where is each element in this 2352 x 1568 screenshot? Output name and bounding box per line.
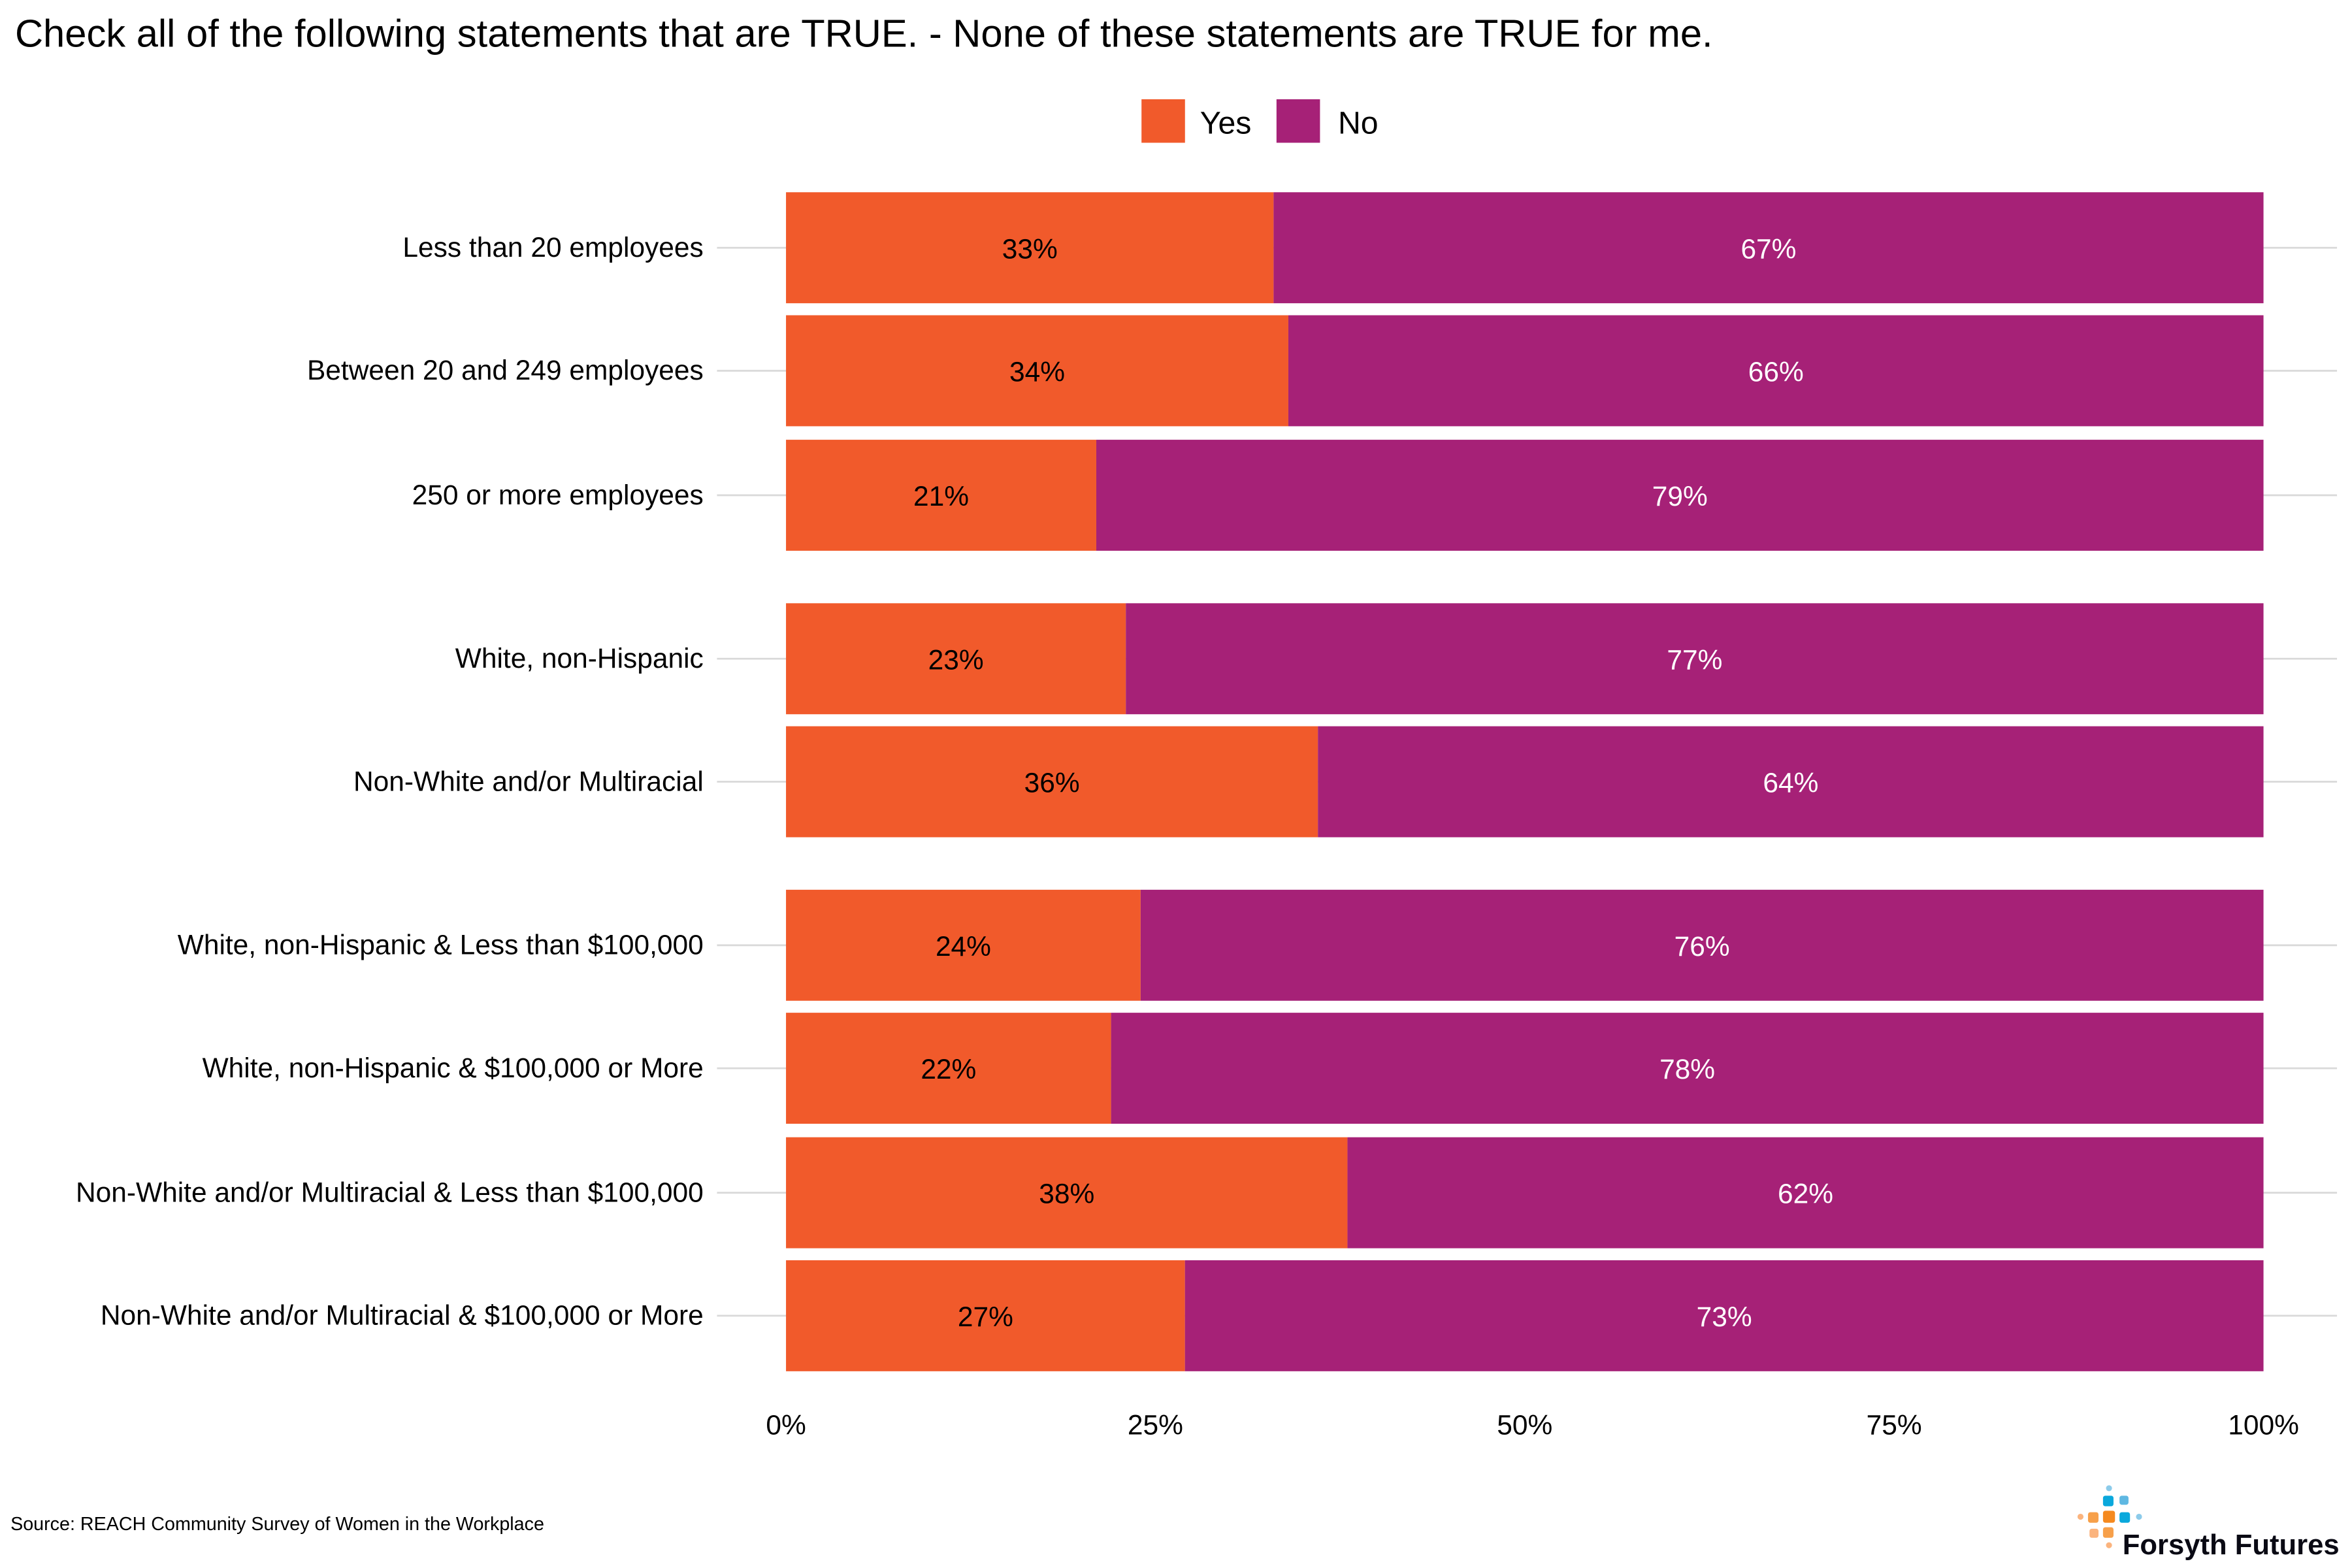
data-label: 38% (1039, 1179, 1094, 1209)
data-label: 24% (936, 931, 991, 962)
x-tick-label: 0% (766, 1409, 806, 1440)
bar-yes (786, 1013, 1111, 1124)
bar-yes (786, 603, 1126, 715)
data-label: 22% (921, 1054, 976, 1085)
bar-no (1318, 726, 2264, 838)
x-tick-label: 100% (2228, 1409, 2299, 1440)
x-axis-ticks: 0% 25% 50% 75% 100% (766, 1409, 2298, 1440)
forsyth-futures-logo: Forsyth Futures (2077, 1485, 2340, 1561)
legend-swatch-yes (1141, 99, 1185, 143)
bar-no (1273, 192, 2264, 304)
category-label: Less than 20 employees (402, 232, 703, 263)
bars: 33% 67% 34% 66% 21% 79% 23% 77% 36% 64% 24% 76% 22% 7… (786, 192, 2264, 1371)
bar-no (1111, 1013, 2264, 1124)
bar-no (1288, 315, 2264, 427)
category-label: White, non-Hispanic & $100,000 or More (203, 1053, 704, 1083)
x-tick-label: 50% (1497, 1409, 1552, 1440)
legend: Yes No (1141, 99, 1379, 143)
bar-yes (786, 440, 1096, 551)
category-label: Non-White and/or Multiracial & Less than… (76, 1177, 704, 1207)
y-axis-labels: Less than 20 employees Between 20 and 249… (76, 232, 704, 1331)
legend-label-yes: Yes (1200, 106, 1252, 141)
bar-yes (786, 726, 1318, 838)
bar-no (1096, 440, 2264, 551)
category-label: 250 or more employees (412, 480, 704, 510)
data-label: 23% (928, 644, 984, 675)
data-label: 34% (1009, 357, 1065, 387)
data-label: 27% (958, 1301, 1013, 1332)
bar-yes (786, 315, 1288, 427)
legend-label-no: No (1338, 106, 1379, 141)
bar-yes (786, 192, 1274, 304)
data-label: 62% (1778, 1179, 1833, 1209)
bar-yes (786, 889, 1141, 1001)
data-label: 64% (1763, 768, 1818, 798)
data-label: 79% (1652, 481, 1708, 512)
data-label: 73% (1697, 1301, 1752, 1332)
data-label: 67% (1740, 233, 1796, 264)
x-tick-label: 25% (1128, 1409, 1183, 1440)
bar-yes (786, 1260, 1185, 1371)
category-label: Non-White and/or Multiracial (353, 766, 704, 796)
data-label: 66% (1748, 357, 1804, 387)
chart-title: Check all of the following statements th… (15, 12, 1713, 56)
legend-swatch-no (1276, 99, 1320, 143)
category-label: White, non-Hispanic & Less than $100,000 (178, 930, 704, 960)
data-label: 36% (1024, 768, 1080, 798)
data-label: 77% (1667, 644, 1722, 675)
x-tick-label: 75% (1867, 1409, 1922, 1440)
logo-text: Forsyth Futures (2123, 1529, 2340, 1561)
bar-no (1347, 1137, 2264, 1249)
data-label: 33% (1002, 233, 1058, 264)
bar-no (1126, 603, 2264, 715)
category-label: Between 20 and 249 employees (307, 355, 704, 385)
bar-no (1140, 889, 2264, 1001)
category-label: White, non-Hispanic (455, 643, 704, 674)
source-note: Source: REACH Community Survey of Women … (10, 1514, 544, 1535)
data-label: 21% (913, 481, 969, 512)
category-label: Non-White and/or Multiracial & $100,000 … (101, 1300, 704, 1331)
bar-yes (786, 1137, 1348, 1249)
bar-no (1184, 1260, 2264, 1371)
data-label: 76% (1674, 931, 1730, 962)
data-label: 78% (1659, 1054, 1715, 1085)
